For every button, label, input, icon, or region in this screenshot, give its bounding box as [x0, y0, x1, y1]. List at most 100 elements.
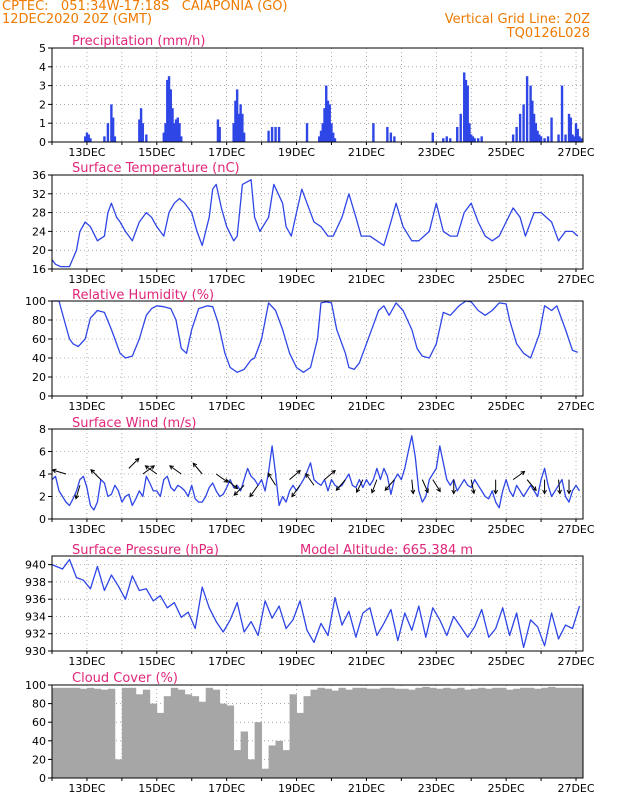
wind-arrow-shaft: [371, 479, 378, 493]
cloud-bar: [86, 687, 95, 778]
x-tick-label: 17DEC: [208, 523, 245, 536]
x-tick-label: 25DEC: [488, 523, 525, 536]
x-tick-label: 13DEC: [68, 523, 105, 536]
precip-bar: [277, 126, 281, 142]
cloud-bar: [310, 689, 318, 778]
precip-bar: [464, 79, 468, 142]
x-tick-label: 15DEC: [138, 273, 175, 286]
y-tick-label: 8: [39, 423, 46, 436]
y-tick-label: 0: [39, 513, 46, 526]
wind-arrow-head: [356, 488, 361, 494]
precip-bar: [372, 123, 375, 142]
precip-bar: [480, 136, 483, 142]
cloud-bar: [555, 687, 563, 778]
precip-bar: [321, 123, 324, 142]
precip-bar: [326, 100, 330, 142]
precip-bar: [176, 117, 179, 142]
wind-arrow: [226, 479, 239, 490]
precip-bar: [318, 136, 321, 142]
precip-bar: [525, 76, 529, 142]
wind-arrow: [542, 479, 547, 495]
precip-bar: [89, 138, 92, 142]
precip-bar: [466, 85, 469, 142]
wind-arrow-shaft: [267, 473, 277, 486]
x-tick-label: 23DEC: [418, 146, 455, 159]
x-tick-label: 27DEC: [557, 146, 594, 159]
y-tick-label: 40: [32, 352, 46, 365]
precip-bar: [305, 123, 309, 142]
wind-arrow-shaft: [52, 469, 67, 475]
wind-arrow: [74, 485, 81, 500]
precip-bar: [234, 100, 237, 142]
y-tick-label: 100: [25, 295, 46, 308]
panel-frame: [51, 47, 584, 143]
wind-arrow-shaft: [324, 470, 336, 481]
precip-bar: [536, 130, 539, 142]
wind-arrow-head: [233, 491, 239, 496]
x-tick-label: 25DEC: [488, 655, 525, 668]
wind-arrow: [512, 470, 526, 481]
wind-arrow-head: [436, 487, 441, 493]
wind-arrow: [90, 468, 102, 480]
cloud-bar: [72, 687, 81, 778]
x-tick-label: 13DEC: [68, 400, 105, 413]
y-tick-label: 0: [39, 390, 46, 403]
wind-arrow-head: [192, 462, 198, 468]
y-tick-label: 0: [39, 136, 46, 149]
cloud-bar: [359, 687, 367, 778]
x-tick-label: 13DEC: [68, 655, 105, 668]
wind-arrow: [291, 484, 301, 498]
precip-bar: [389, 132, 393, 142]
panel-pres: 930 932 934 936 938 940 13DEC 15DEC 17DEC 19DEC 21…: [25, 543, 595, 668]
precip-bar: [546, 136, 550, 142]
wind-arrow-shaft: [356, 479, 364, 493]
wind-arrow-shaft: [512, 471, 525, 481]
wind-arrow: [356, 479, 364, 494]
precip-bar: [442, 138, 445, 142]
precip-bar: [456, 126, 459, 142]
cloud-bar: [436, 688, 444, 778]
cloud-bar: [352, 687, 360, 778]
wind-arrow: [267, 472, 277, 486]
x-tick-label: 21DEC: [348, 146, 385, 159]
wind-arrow-head: [557, 489, 562, 495]
panel-cloud: 0 20 40 60 80 100 13DEC 15DEC 17DEC 19DEC 21DEC 23D…: [25, 671, 595, 795]
cloud-bar: [212, 689, 221, 778]
y-tick-label: 4: [39, 468, 46, 481]
wind-arrow-head: [370, 488, 376, 494]
y-tick-label: 60: [32, 716, 46, 729]
x-tick-label: 27DEC: [557, 400, 594, 413]
wind-arrow: [451, 479, 457, 495]
wind-arrow-shaft: [289, 470, 301, 481]
wind-arrow-shaft: [226, 479, 238, 489]
cloud-bar: [142, 689, 151, 778]
precip-bar: [173, 123, 176, 142]
x-tick-label: 21DEC: [348, 273, 385, 286]
precip-bar: [543, 138, 546, 142]
panel-frame: [51, 300, 584, 397]
wind-arrow-head: [471, 489, 476, 495]
precip-bar: [567, 113, 571, 142]
cloud-bar: [170, 687, 179, 778]
wind-arrow-head: [331, 469, 336, 475]
precip-bar: [103, 136, 106, 142]
x-tick-label: 17DEC: [208, 400, 245, 413]
precip-bar: [560, 85, 564, 142]
precip-bar: [580, 138, 583, 142]
panel-title: Cloud Cover (%): [72, 671, 178, 686]
x-tick-label: 17DEC: [208, 273, 245, 286]
precip-bar: [333, 138, 337, 142]
cloud-bar: [163, 696, 172, 778]
precip-bar: [571, 134, 574, 142]
x-tick-label: 13DEC: [68, 782, 105, 795]
cloud-bar: [450, 688, 458, 778]
cloud-bar: [261, 768, 269, 778]
precip-bar: [232, 123, 235, 142]
wind-arrow-head: [410, 489, 416, 495]
y-tick-label: 36: [32, 169, 46, 182]
cloud-bar: [345, 689, 353, 778]
precip-bar: [573, 136, 576, 142]
cloud-bar: [205, 687, 214, 778]
cloud-bar: [128, 687, 137, 778]
